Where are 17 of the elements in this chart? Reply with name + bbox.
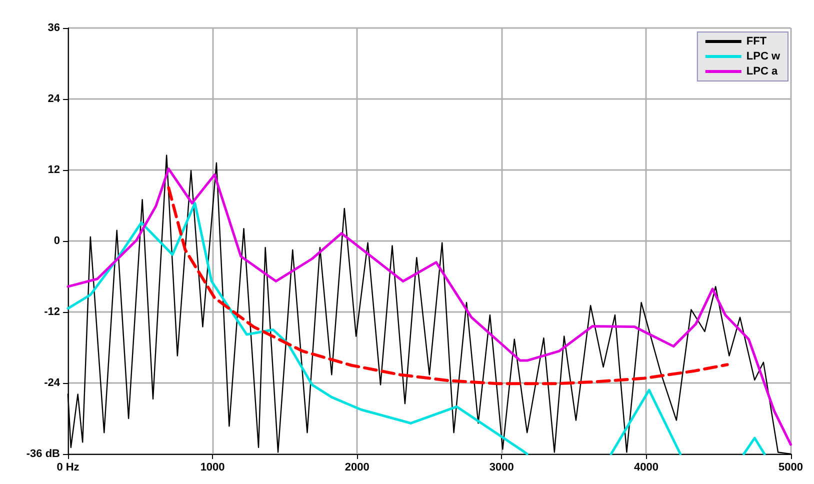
y-tick-label: -24 xyxy=(44,377,61,389)
x-tick-label: 0 Hz xyxy=(56,462,80,474)
x-tick-label: 5000 xyxy=(778,462,804,474)
line-series xyxy=(167,186,729,386)
y-tick-label: 0 xyxy=(54,235,60,247)
legend-label: LPC a xyxy=(746,66,778,78)
y-tick-label: -36 dB xyxy=(26,448,60,460)
x-tick-label: 4000 xyxy=(634,462,658,474)
x-tick-label: 2000 xyxy=(344,462,370,474)
y-tick-label: 36 xyxy=(48,22,60,34)
legend-label: FFT xyxy=(746,36,767,48)
x-tick-label: 1000 xyxy=(200,462,225,474)
x-tick-label: 3000 xyxy=(489,462,514,474)
y-tick-label: 24 xyxy=(48,93,61,105)
y-tick-label: 12 xyxy=(48,164,60,176)
legend-label: LPC w xyxy=(746,50,780,62)
y-tick-label: -12 xyxy=(44,306,60,318)
